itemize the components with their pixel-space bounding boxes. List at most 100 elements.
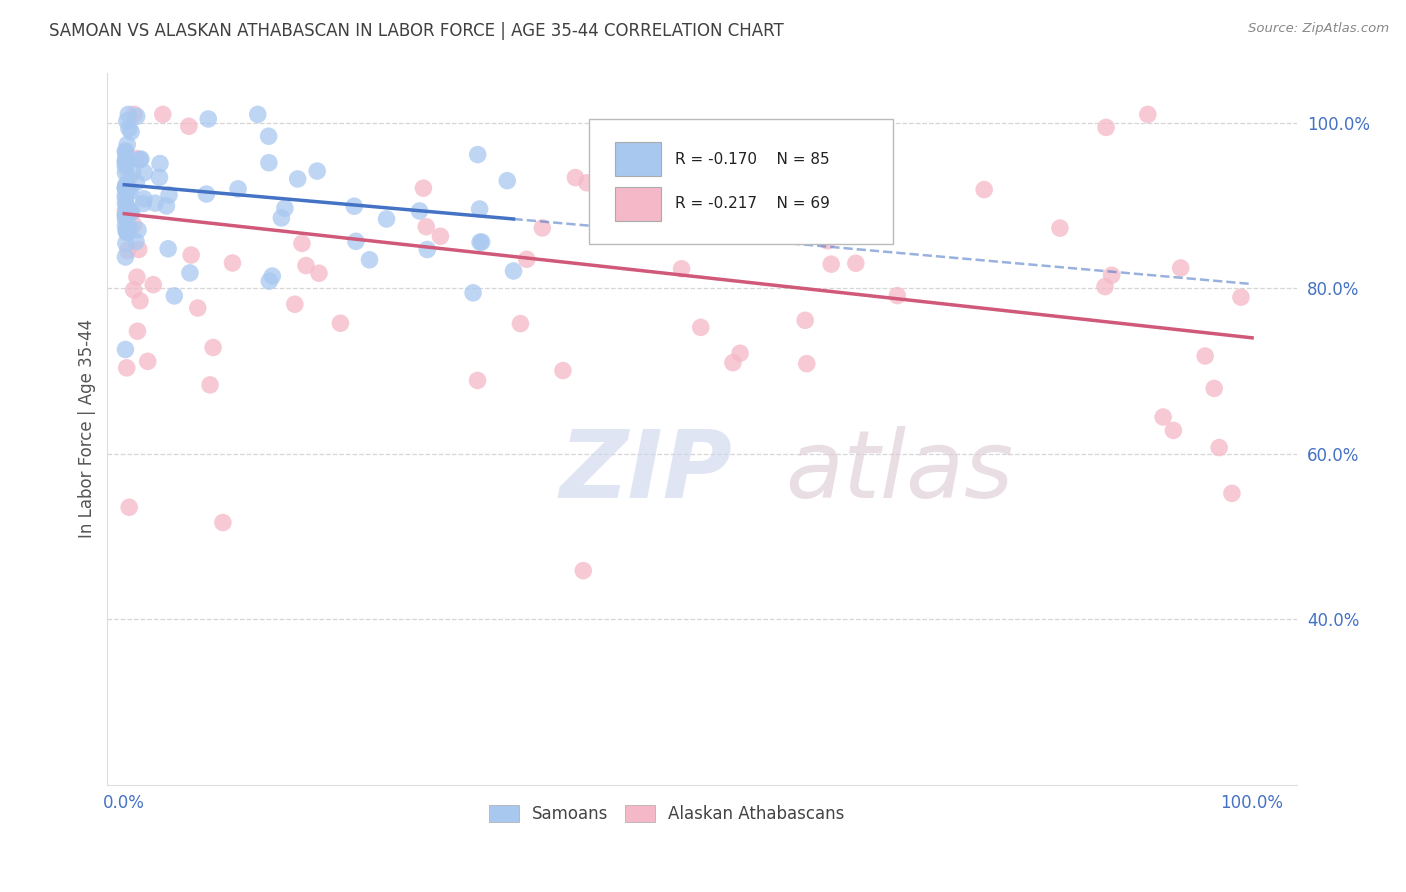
Point — [125, 176, 148, 190]
Point — [117, 226, 139, 240]
Text: atlas: atlas — [786, 426, 1014, 517]
Point — [122, 218, 145, 232]
Point — [295, 259, 318, 273]
Point — [794, 313, 817, 327]
Point — [115, 180, 138, 194]
Point — [114, 181, 136, 195]
Point — [128, 153, 150, 167]
Point — [121, 205, 143, 219]
Point — [125, 270, 148, 285]
Point — [115, 198, 138, 212]
FancyBboxPatch shape — [589, 120, 893, 244]
Point — [796, 357, 818, 371]
Point — [1208, 441, 1230, 455]
Point — [114, 188, 136, 202]
Point — [1163, 424, 1185, 438]
Point — [122, 107, 145, 121]
Point — [114, 219, 136, 233]
Point — [468, 202, 491, 216]
Point — [509, 317, 531, 331]
Point — [114, 250, 136, 264]
Point — [114, 343, 136, 357]
Y-axis label: In Labor Force | Age 35-44: In Labor Force | Age 35-44 — [79, 319, 96, 539]
Point — [157, 242, 180, 256]
Bar — [616, 142, 661, 177]
Legend: Samoans, Alaskan Athabascans: Samoans, Alaskan Athabascans — [482, 798, 851, 830]
Text: ZIP: ZIP — [560, 425, 733, 517]
Point — [117, 223, 139, 237]
Point — [118, 203, 141, 218]
Point — [575, 176, 598, 190]
Point — [195, 187, 218, 202]
Point — [502, 264, 524, 278]
Point — [429, 229, 451, 244]
Point — [134, 166, 156, 180]
Point — [114, 191, 136, 205]
Point — [467, 147, 489, 161]
Point — [329, 316, 352, 330]
Point — [114, 178, 136, 192]
Point — [681, 159, 703, 173]
Point — [121, 165, 143, 179]
Point — [693, 227, 716, 242]
Point — [152, 107, 174, 121]
Point — [118, 171, 141, 186]
Point — [115, 178, 138, 193]
Point — [117, 183, 139, 197]
Point — [307, 164, 329, 178]
Point — [359, 252, 381, 267]
Point — [115, 152, 138, 166]
Point — [745, 203, 768, 218]
Point — [343, 199, 366, 213]
Point — [115, 114, 138, 128]
Text: R = -0.217    N = 69: R = -0.217 N = 69 — [675, 196, 830, 211]
Point — [344, 235, 367, 249]
Point — [415, 219, 437, 234]
Point — [115, 236, 138, 251]
Point — [226, 182, 249, 196]
Point — [118, 500, 141, 515]
Point — [700, 214, 723, 228]
Point — [187, 301, 209, 315]
Point — [143, 196, 166, 211]
Point — [115, 203, 138, 218]
Point — [163, 289, 186, 303]
Point — [127, 223, 149, 237]
Point — [832, 177, 855, 191]
Point — [155, 199, 177, 213]
Point — [177, 120, 200, 134]
Point — [689, 320, 711, 334]
Point — [148, 170, 170, 185]
Point — [257, 129, 280, 144]
Point — [125, 109, 148, 123]
Point — [114, 153, 136, 167]
Point — [1094, 279, 1116, 293]
Point — [1220, 486, 1243, 500]
Point — [114, 208, 136, 222]
Point — [125, 235, 148, 249]
Point — [1204, 381, 1226, 395]
Point — [122, 283, 145, 297]
Point — [115, 360, 138, 375]
Point — [114, 181, 136, 195]
Point — [817, 234, 839, 248]
Point — [136, 354, 159, 368]
Point — [118, 121, 141, 136]
Point — [820, 257, 842, 271]
Text: SAMOAN VS ALASKAN ATHABASCAN IN LABOR FORCE | AGE 35-44 CORRELATION CHART: SAMOAN VS ALASKAN ATHABASCAN IN LABOR FO… — [49, 22, 785, 40]
Point — [516, 252, 538, 267]
Point — [531, 221, 554, 235]
Point — [1101, 268, 1123, 283]
Point — [114, 156, 136, 170]
Text: Source: ZipAtlas.com: Source: ZipAtlas.com — [1249, 22, 1389, 36]
Point — [886, 288, 908, 302]
Point — [682, 189, 704, 203]
Point — [115, 225, 138, 239]
Point — [142, 277, 165, 292]
Point — [128, 243, 150, 257]
Point — [114, 204, 136, 219]
Point — [973, 183, 995, 197]
Point — [1049, 221, 1071, 235]
Point — [114, 154, 136, 169]
Point — [132, 192, 155, 206]
